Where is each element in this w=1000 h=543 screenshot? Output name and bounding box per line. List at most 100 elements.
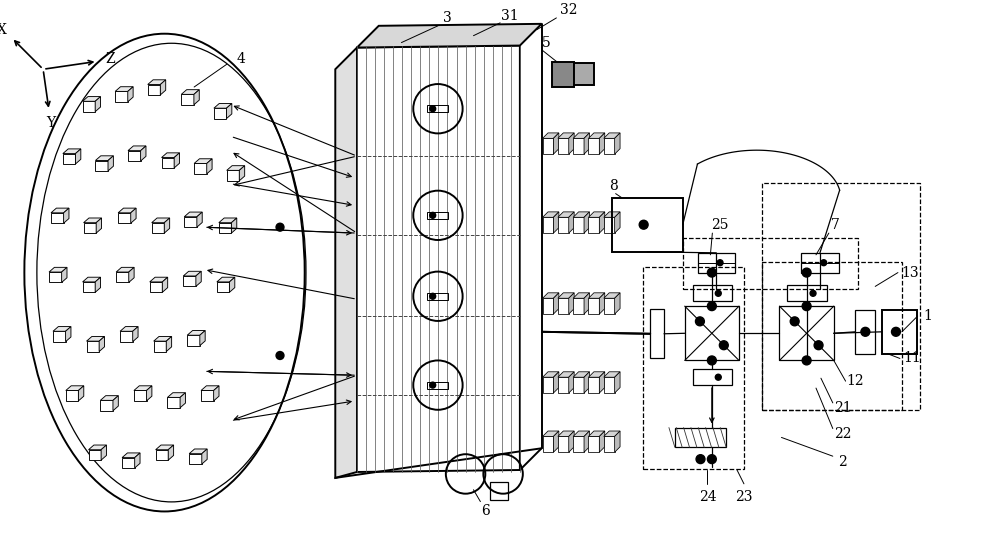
Circle shape — [695, 317, 704, 326]
Bar — [762, 262, 902, 410]
Circle shape — [639, 220, 648, 229]
Circle shape — [696, 454, 705, 464]
Polygon shape — [83, 97, 101, 102]
Circle shape — [276, 223, 284, 231]
Polygon shape — [83, 102, 95, 112]
Polygon shape — [113, 396, 118, 411]
Polygon shape — [122, 458, 135, 468]
Polygon shape — [128, 87, 133, 102]
Polygon shape — [558, 431, 574, 437]
Bar — [855, 310, 875, 353]
Polygon shape — [217, 277, 235, 282]
Bar — [604, 437, 615, 452]
Polygon shape — [558, 372, 574, 377]
Polygon shape — [100, 396, 118, 400]
Polygon shape — [239, 166, 245, 181]
Polygon shape — [543, 431, 559, 437]
Polygon shape — [604, 293, 620, 298]
Polygon shape — [89, 450, 101, 460]
Polygon shape — [573, 133, 589, 138]
Circle shape — [707, 268, 716, 277]
Polygon shape — [214, 108, 226, 118]
Polygon shape — [160, 80, 166, 95]
Polygon shape — [148, 80, 166, 85]
Polygon shape — [194, 159, 212, 163]
Polygon shape — [135, 453, 140, 468]
Polygon shape — [335, 48, 357, 478]
Polygon shape — [129, 267, 134, 282]
Circle shape — [707, 454, 716, 464]
Text: 5: 5 — [542, 36, 551, 49]
Polygon shape — [615, 212, 620, 233]
Polygon shape — [84, 218, 102, 223]
Polygon shape — [615, 133, 620, 154]
Polygon shape — [62, 267, 67, 282]
Bar — [552, 62, 574, 87]
Polygon shape — [588, 212, 605, 217]
Polygon shape — [122, 453, 140, 458]
Circle shape — [790, 317, 799, 326]
Polygon shape — [584, 431, 589, 452]
Polygon shape — [168, 445, 174, 460]
Polygon shape — [217, 282, 229, 292]
Polygon shape — [181, 94, 194, 105]
Polygon shape — [599, 293, 605, 314]
Polygon shape — [63, 149, 81, 154]
Polygon shape — [87, 341, 99, 351]
Polygon shape — [543, 293, 559, 298]
Circle shape — [430, 382, 436, 388]
Circle shape — [276, 351, 284, 359]
Polygon shape — [200, 331, 205, 346]
Circle shape — [707, 302, 716, 311]
Bar — [693, 369, 732, 385]
Bar — [779, 306, 834, 361]
Polygon shape — [66, 326, 71, 342]
Polygon shape — [148, 85, 160, 95]
Polygon shape — [214, 386, 219, 401]
Polygon shape — [49, 267, 67, 272]
Polygon shape — [118, 208, 136, 213]
Text: 24: 24 — [699, 490, 716, 504]
Polygon shape — [615, 372, 620, 393]
Polygon shape — [599, 133, 605, 154]
Bar — [427, 212, 448, 219]
Circle shape — [719, 341, 728, 350]
Bar — [612, 198, 683, 252]
Polygon shape — [141, 146, 146, 161]
Bar — [650, 309, 664, 358]
Polygon shape — [128, 150, 141, 161]
Bar — [573, 377, 584, 393]
Text: 3: 3 — [443, 11, 452, 25]
Polygon shape — [96, 218, 102, 233]
Polygon shape — [599, 431, 605, 452]
Text: 7: 7 — [831, 218, 840, 232]
Polygon shape — [569, 212, 574, 233]
Polygon shape — [154, 337, 172, 341]
Polygon shape — [66, 386, 84, 390]
Polygon shape — [156, 445, 174, 450]
Polygon shape — [89, 445, 106, 450]
Polygon shape — [120, 326, 138, 331]
Polygon shape — [558, 133, 574, 138]
Polygon shape — [569, 372, 574, 393]
Polygon shape — [49, 272, 62, 282]
Text: 21: 21 — [834, 401, 851, 415]
Polygon shape — [227, 166, 245, 171]
Polygon shape — [615, 431, 620, 452]
Polygon shape — [569, 133, 574, 154]
Polygon shape — [194, 90, 199, 105]
Polygon shape — [99, 337, 104, 351]
Bar — [588, 377, 599, 393]
Polygon shape — [128, 146, 146, 150]
Polygon shape — [156, 450, 168, 460]
Polygon shape — [553, 293, 559, 314]
Circle shape — [802, 302, 811, 311]
Bar — [427, 382, 448, 389]
Polygon shape — [134, 390, 147, 401]
Polygon shape — [588, 431, 605, 437]
Polygon shape — [183, 272, 201, 276]
Polygon shape — [115, 87, 133, 91]
Circle shape — [715, 374, 721, 380]
Polygon shape — [100, 400, 113, 411]
Polygon shape — [167, 393, 185, 397]
